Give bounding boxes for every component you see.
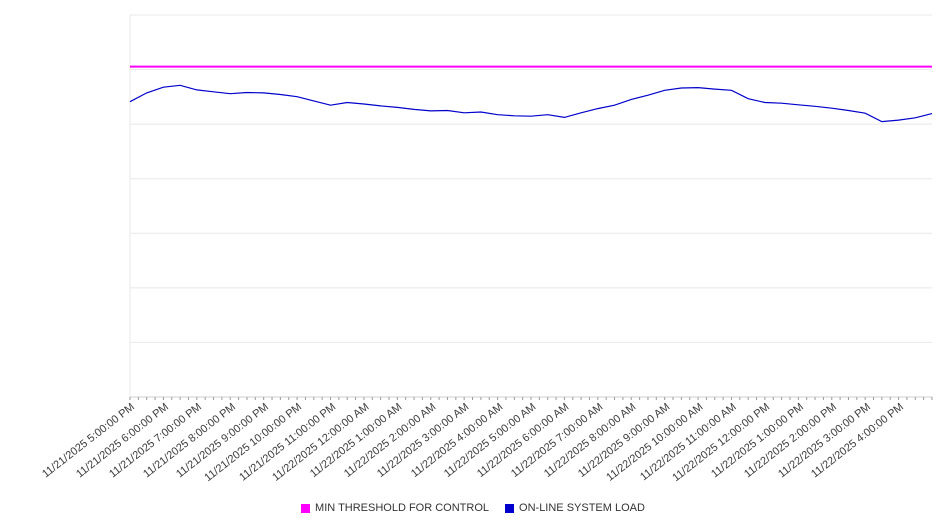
legend-swatch-icon	[301, 503, 311, 513]
chart-legend: MIN THRESHOLD FOR CONTROL ON-LINE SYSTEM …	[0, 498, 946, 518]
load-line	[129, 84, 933, 123]
legend-item-min-threshold-for-control: MIN THRESHOLD FOR CONTROL	[301, 502, 489, 514]
legend-swatch-icon	[505, 503, 515, 513]
legend-label: ON-LINE SYSTEM LOAD	[519, 502, 645, 514]
legend-item-on-line-system-load: ON-LINE SYSTEM LOAD	[505, 502, 645, 514]
legend-label: MIN THRESHOLD FOR CONTROL	[315, 502, 490, 514]
